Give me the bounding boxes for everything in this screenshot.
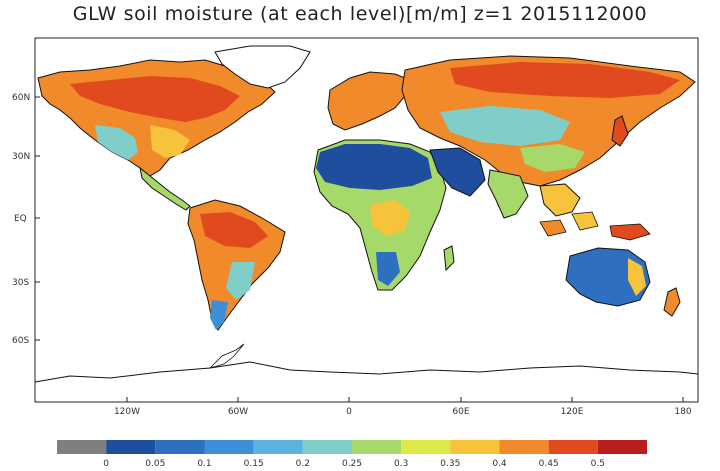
lon-label-120w: 120W bbox=[114, 407, 140, 417]
colorbar-label: 0.05 bbox=[145, 459, 165, 469]
antarctic-peninsula bbox=[208, 343, 245, 369]
colorbar-swatch bbox=[548, 440, 598, 454]
colorbar-swatch bbox=[499, 440, 549, 454]
colorbar-swatch bbox=[253, 440, 303, 454]
colorbar-label: 0.45 bbox=[539, 459, 559, 469]
lat-label-eq: EQ bbox=[14, 214, 27, 224]
colorbar-label: 0.4 bbox=[492, 459, 507, 469]
southeast-asia bbox=[539, 183, 581, 217]
usa-east bbox=[150, 125, 190, 158]
colorbar-label: 0.3 bbox=[394, 459, 408, 469]
colorbar-label: 0.35 bbox=[440, 459, 460, 469]
colorbar-swatch bbox=[106, 440, 156, 454]
central-asia-dry bbox=[440, 106, 570, 146]
lon-label-0: 0 bbox=[346, 407, 352, 417]
australia-east-wet bbox=[628, 258, 646, 296]
lon-label-180: 180 bbox=[674, 407, 691, 417]
colorbar-swatch bbox=[57, 440, 107, 454]
sahara bbox=[316, 144, 432, 190]
map-title: GLW soil moisture (at each level)[m/m] z… bbox=[72, 3, 648, 25]
europe bbox=[327, 71, 411, 131]
arabia bbox=[429, 147, 486, 197]
lat-label-30n: 30N bbox=[12, 152, 30, 162]
india bbox=[487, 169, 529, 219]
colorbar-label: 0.25 bbox=[342, 459, 362, 469]
lon-label-60w: 60W bbox=[228, 407, 248, 417]
lat-label-30s: 30S bbox=[12, 278, 29, 288]
madagascar bbox=[443, 245, 455, 272]
colorbar-swatch bbox=[352, 440, 402, 454]
lon-label-120e: 120E bbox=[561, 407, 584, 417]
lat-label-60n: 60N bbox=[12, 93, 30, 103]
colorbar-swatch bbox=[204, 440, 254, 454]
greenland bbox=[214, 45, 311, 89]
lon-label-60e: 60E bbox=[452, 407, 469, 417]
lat-label-60s: 60S bbox=[12, 336, 29, 346]
central-america bbox=[139, 166, 191, 211]
south-america-dry bbox=[226, 262, 255, 300]
new-guinea bbox=[609, 223, 651, 241]
colorbar-swatch bbox=[155, 440, 205, 454]
congo bbox=[370, 200, 410, 236]
colorbar-swatch bbox=[597, 440, 647, 454]
patagonia bbox=[210, 300, 228, 330]
colorbar-label: 0.1 bbox=[197, 459, 211, 469]
colorbar-label: 0.5 bbox=[591, 459, 605, 469]
colorbar-label: 0.15 bbox=[244, 459, 264, 469]
land-masses bbox=[34, 45, 699, 383]
new-zealand bbox=[663, 287, 681, 317]
colorbar-swatch bbox=[302, 440, 352, 454]
colorbar-swatch bbox=[401, 440, 451, 454]
colorbar-swatch bbox=[450, 440, 500, 454]
kalahari bbox=[376, 252, 400, 286]
colorbar-label: 0.2 bbox=[296, 459, 310, 469]
longitude-axis: 120W 60W 0 60E 120E 180 bbox=[114, 397, 692, 417]
indonesia-1 bbox=[539, 219, 567, 237]
colorbar: 0 0.05 0.1 0.15 0.2 0.25 0.3 0.35 0.4 0.45 0.5 bbox=[57, 440, 647, 469]
south-america-amazon bbox=[200, 212, 268, 248]
north-america-wet bbox=[70, 76, 240, 122]
antarctica bbox=[34, 361, 699, 383]
usa-west-dry bbox=[95, 125, 138, 160]
siberia-wet bbox=[450, 62, 680, 98]
colorbar-label: 0 bbox=[103, 459, 109, 469]
indonesia-2 bbox=[571, 211, 599, 231]
latitude-axis: 60N 30N EQ 30S 60S bbox=[12, 93, 40, 346]
japan bbox=[611, 115, 629, 147]
tibet-mix bbox=[520, 144, 585, 172]
